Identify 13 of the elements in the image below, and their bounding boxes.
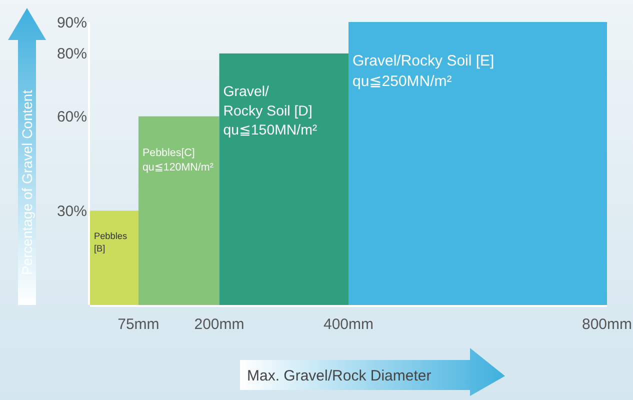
x-tick-label: 400mm	[323, 316, 374, 333]
annotation: Pebbles[C] qu≦120MN/m²	[142, 146, 214, 174]
annotation: Gravel/ Rocky Soil [D] qu≦150MN/m²	[223, 84, 318, 139]
y-tick-label: 30%	[56, 202, 87, 220]
annotation: Pebbles [B]	[94, 230, 128, 254]
annotation: Gravel/Rocky Soil [E] qu≦250MN/m²	[352, 52, 494, 90]
y-tick-label: 90%	[56, 14, 87, 32]
x-axis-title: Max. Gravel/Rock Diameter	[247, 367, 432, 384]
x-tick-label: 200mm	[194, 316, 244, 333]
y-tick-label: 80%	[56, 46, 87, 63]
x-tick-label: 800mm	[582, 316, 632, 333]
y-tick-label: 60%	[56, 108, 87, 126]
x-tick-label: 75mm	[118, 316, 160, 333]
